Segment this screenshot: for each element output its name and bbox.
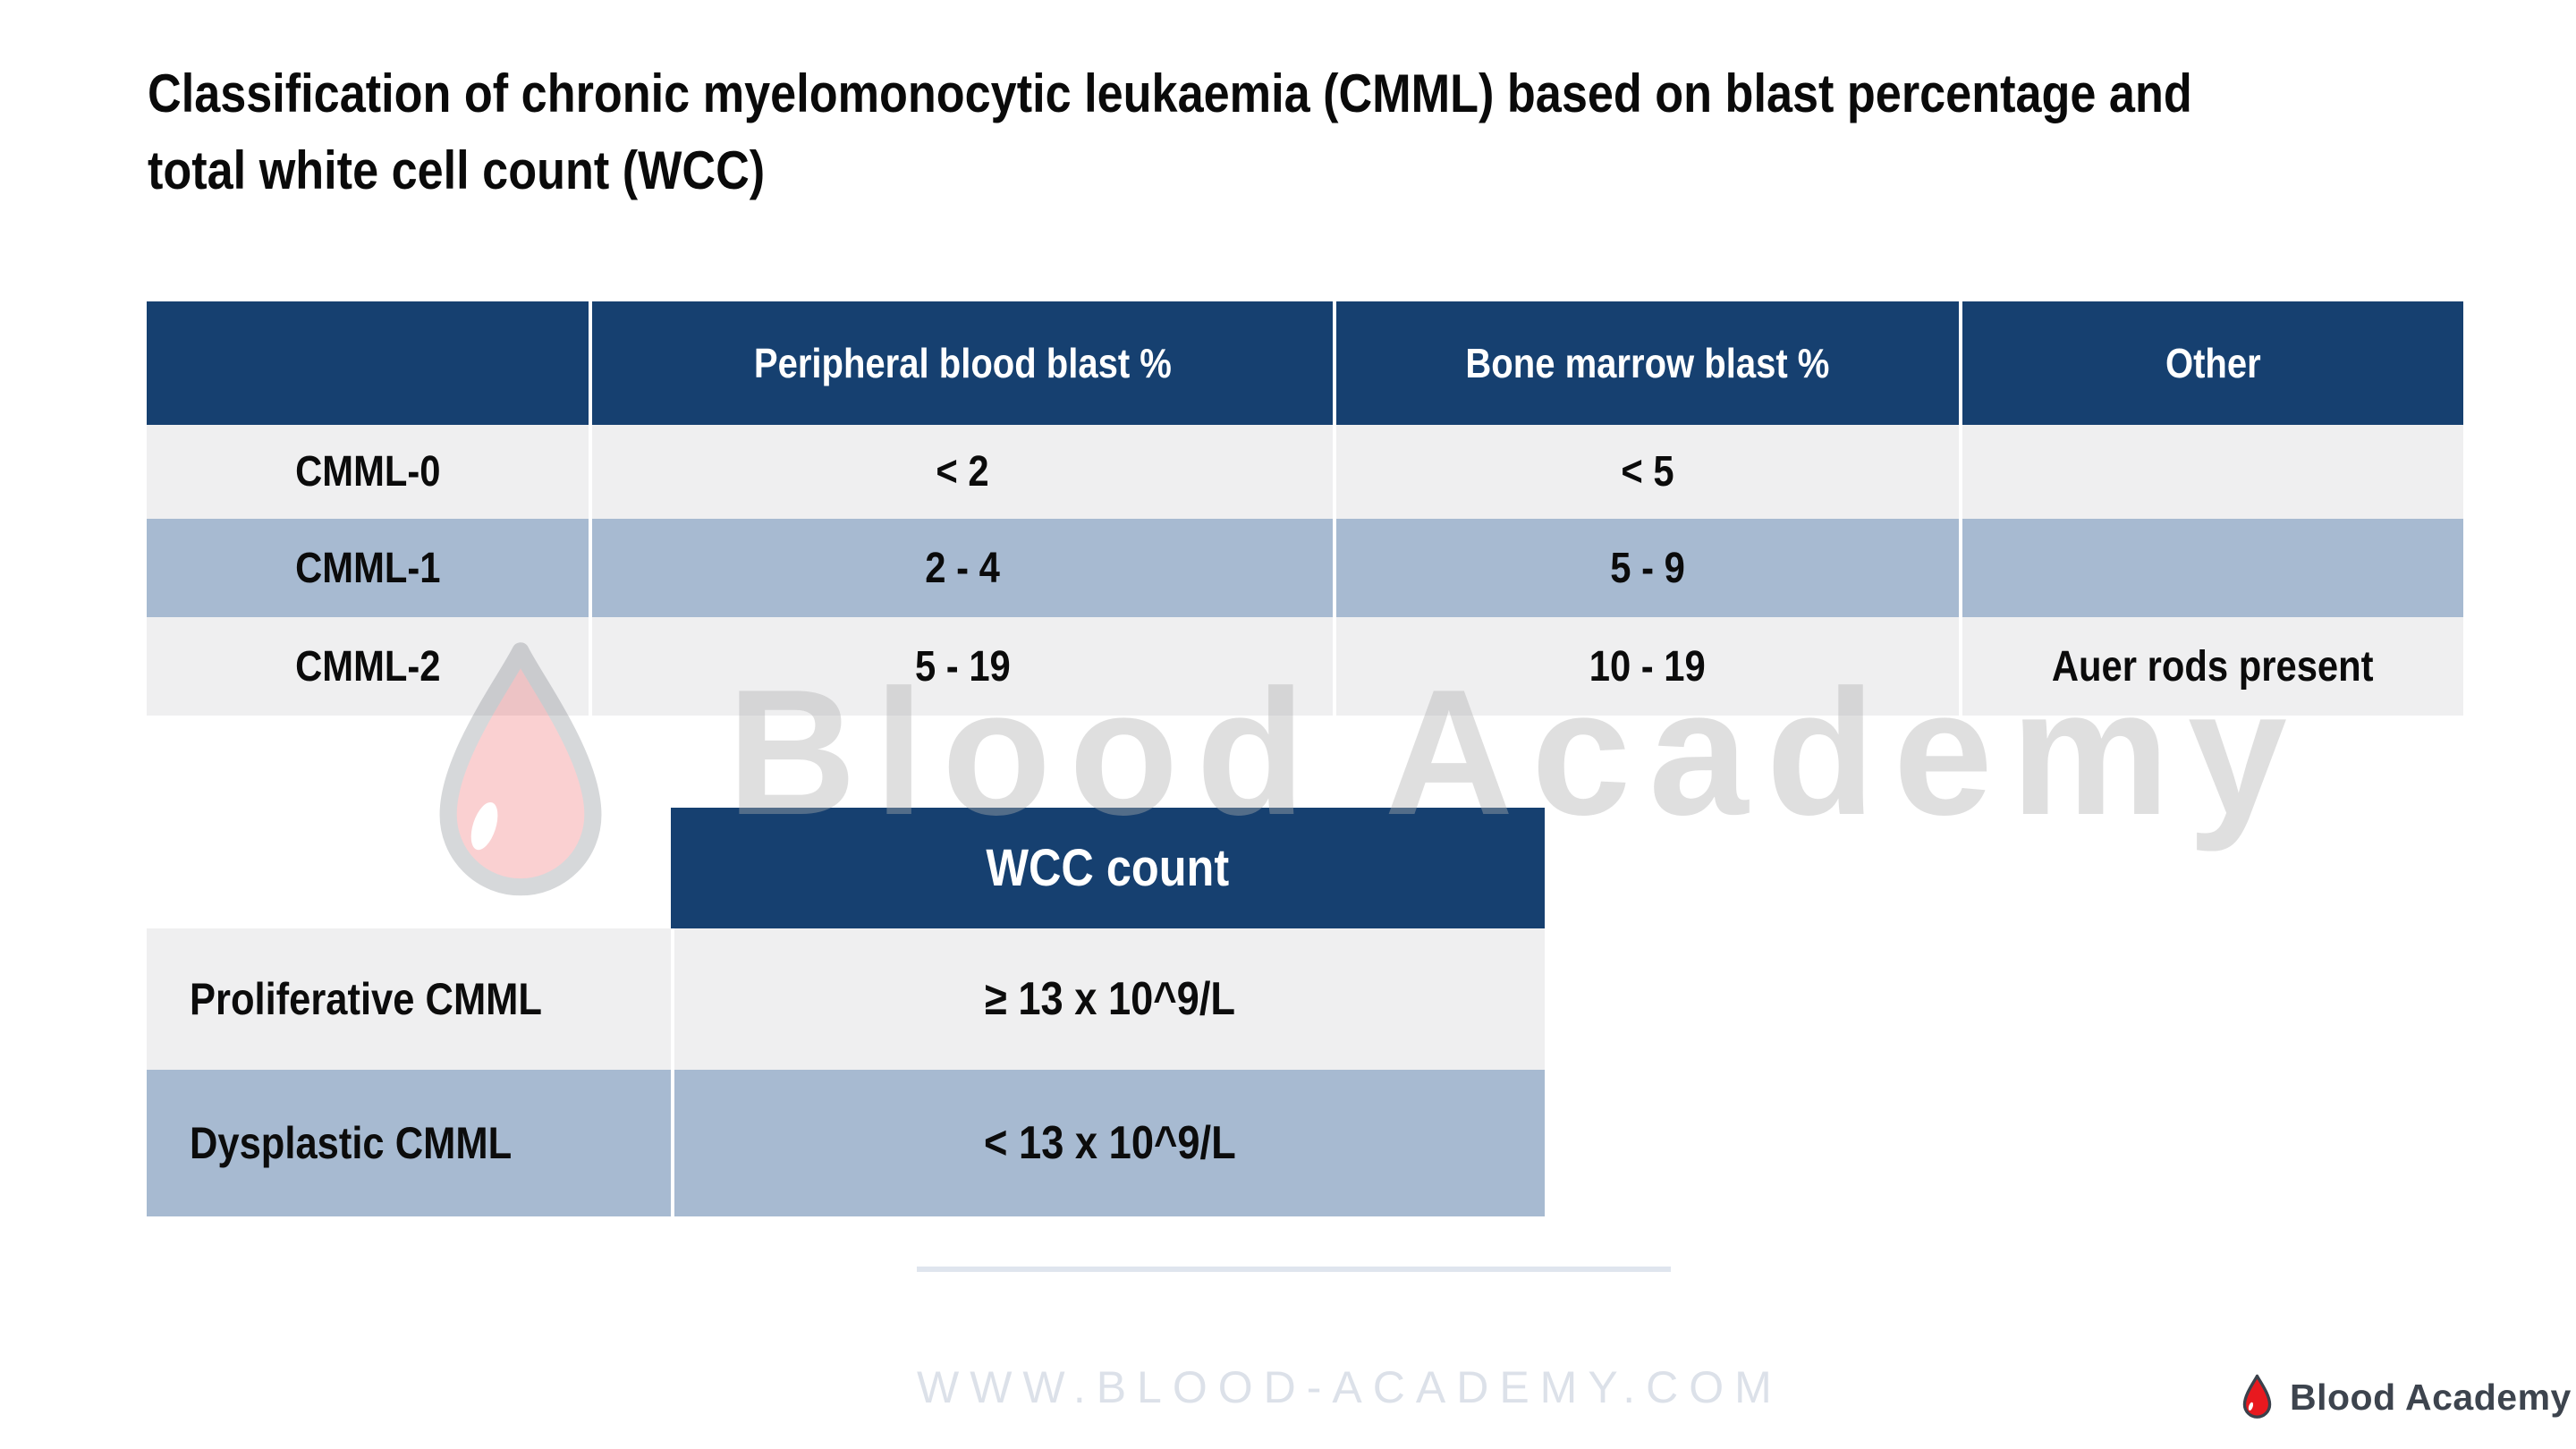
wcc-value: ≥ 13 x 10^9/L bbox=[671, 928, 1545, 1070]
bone-marrow-value: < 5 bbox=[1333, 425, 1959, 519]
footer-divider bbox=[917, 1267, 1671, 1272]
peripheral-value: < 2 bbox=[589, 425, 1333, 519]
blast-table-header-row: Peripheral blood blast % Bone marrow bla… bbox=[147, 301, 2463, 425]
page-title: Classification of chronic myelomonocytic… bbox=[148, 55, 2497, 209]
other-value bbox=[1959, 519, 2463, 617]
peripheral-value: 5 - 19 bbox=[589, 617, 1333, 716]
row-label: CMML-2 bbox=[147, 617, 589, 716]
bone-marrow-value: 5 - 9 bbox=[1333, 519, 1959, 617]
table-row-proliferative: Proliferative CMML ≥ 13 x 10^9/L bbox=[147, 928, 1545, 1070]
brand-logo: Blood Academy bbox=[2241, 1374, 2572, 1420]
blast-header-peripheral: Peripheral blood blast % bbox=[589, 301, 1333, 425]
page-title-line-2: total white cell count (WCC) bbox=[148, 140, 766, 200]
table-row-cmml-2: CMML-2 5 - 19 10 - 19 Auer rods present bbox=[147, 617, 2463, 716]
row-label: CMML-1 bbox=[147, 519, 589, 617]
table-row-dysplastic: Dysplastic CMML < 13 x 10^9/L bbox=[147, 1070, 1545, 1216]
table-row-cmml-1: CMML-1 2 - 4 5 - 9 bbox=[147, 519, 2463, 617]
brand-name: Blood Academy bbox=[2290, 1376, 2572, 1418]
footer-url: WWW.BLOOD-ACADEMY.COM bbox=[917, 1362, 1783, 1412]
table-row-cmml-0: CMML-0 < 2 < 5 bbox=[147, 425, 2463, 519]
wcc-count-table: WCC count Proliferative CMML ≥ 13 x 10^9… bbox=[147, 808, 1545, 1216]
blast-header-empty bbox=[147, 301, 589, 425]
wcc-table-header: WCC count bbox=[671, 808, 1545, 928]
page-title-line-1: Classification of chronic myelomonocytic… bbox=[148, 64, 2192, 123]
bone-marrow-value: 10 - 19 bbox=[1333, 617, 1959, 716]
blast-header-bone-marrow: Bone marrow blast % bbox=[1333, 301, 1959, 425]
row-label: CMML-0 bbox=[147, 425, 589, 519]
row-label: Proliferative CMML bbox=[147, 928, 671, 1070]
wcc-value: < 13 x 10^9/L bbox=[671, 1070, 1545, 1216]
blast-header-other: Other bbox=[1959, 301, 2463, 425]
other-value: Auer rods present bbox=[1959, 617, 2463, 716]
peripheral-value: 2 - 4 bbox=[589, 519, 1333, 617]
row-label: Dysplastic CMML bbox=[147, 1070, 671, 1216]
blood-drop-icon bbox=[2242, 1374, 2272, 1419]
other-value bbox=[1959, 425, 2463, 519]
blast-classification-table: Peripheral blood blast % Bone marrow bla… bbox=[147, 301, 2463, 716]
